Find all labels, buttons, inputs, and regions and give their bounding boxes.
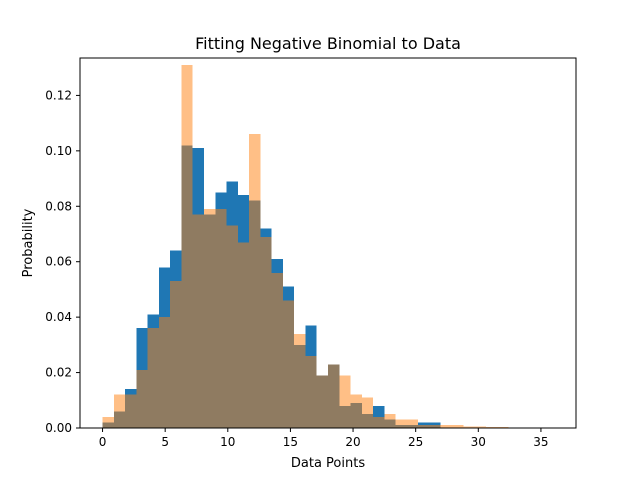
y-tick-label: 0.08 bbox=[45, 199, 72, 213]
x-tick-label: 20 bbox=[345, 435, 360, 449]
histogram-bar bbox=[305, 355, 317, 428]
histogram-bar bbox=[237, 242, 250, 428]
x-tick-label: 0 bbox=[99, 435, 107, 449]
histogram-bar bbox=[339, 375, 351, 428]
histogram-bar bbox=[170, 281, 182, 428]
histogram-bar bbox=[384, 414, 396, 428]
x-axis-label: Data Points bbox=[291, 456, 365, 471]
x-tick-label: 30 bbox=[471, 435, 486, 449]
histogram-bar bbox=[113, 394, 126, 428]
histogram-bar bbox=[452, 425, 464, 428]
histogram-bar bbox=[406, 419, 419, 428]
y-tick-label: 0.02 bbox=[45, 366, 72, 380]
histogram-bar bbox=[328, 364, 340, 428]
histogram-bar bbox=[429, 425, 441, 428]
histogram-bar bbox=[147, 328, 159, 428]
y-tick-label: 0.10 bbox=[45, 144, 72, 158]
series-1-bars bbox=[102, 64, 554, 429]
x-tick-label: 5 bbox=[161, 435, 169, 449]
ticks-layer: 0 5 10 15 20 25 30 35 0.00 0.02 0.04 0.06 0.08 0.10 0.… bbox=[45, 88, 548, 449]
histogram-bar bbox=[215, 209, 227, 428]
plot-frame bbox=[79, 57, 577, 429]
histogram-bar bbox=[192, 214, 204, 428]
histogram-bar bbox=[429, 422, 441, 428]
histogram-bar bbox=[282, 300, 295, 428]
histogram-bar bbox=[395, 419, 407, 428]
x-tick-label: 25 bbox=[408, 435, 423, 449]
chart-title: Fitting Negative Binomial to Data bbox=[195, 34, 461, 53]
bars-layer bbox=[102, 64, 554, 429]
histogram-bar bbox=[125, 394, 137, 428]
histogram-bar bbox=[249, 134, 261, 428]
histogram-bar bbox=[226, 225, 238, 428]
histogram-bar bbox=[373, 416, 385, 428]
histogram-bar bbox=[418, 422, 430, 428]
histogram-bar bbox=[418, 425, 430, 428]
histogram-bar bbox=[158, 317, 171, 428]
histogram-bar bbox=[294, 333, 306, 428]
histogram-bar bbox=[463, 426, 475, 428]
histogram-bar bbox=[260, 236, 272, 428]
histogram-bar bbox=[361, 397, 374, 428]
y-tick-label: 0.00 bbox=[45, 421, 72, 435]
y-tick-label: 0.06 bbox=[45, 255, 72, 269]
y-tick-label: 0.04 bbox=[45, 310, 72, 324]
y-axis-label: Probability bbox=[21, 208, 36, 277]
histogram-bar bbox=[136, 369, 148, 428]
histogram-bar bbox=[204, 209, 216, 428]
histogram-bar bbox=[440, 425, 452, 428]
histogram-bar bbox=[102, 416, 114, 428]
x-tick-label: 10 bbox=[220, 435, 235, 449]
y-tick-label: 0.12 bbox=[45, 88, 72, 102]
histogram-bar bbox=[271, 272, 283, 428]
x-tick-label: 35 bbox=[533, 435, 548, 449]
histogram-bar bbox=[181, 64, 193, 429]
histogram-bar bbox=[474, 426, 486, 428]
x-tick-label: 15 bbox=[283, 435, 298, 449]
histogram-bar bbox=[350, 394, 362, 428]
histogram-bar bbox=[316, 375, 328, 428]
